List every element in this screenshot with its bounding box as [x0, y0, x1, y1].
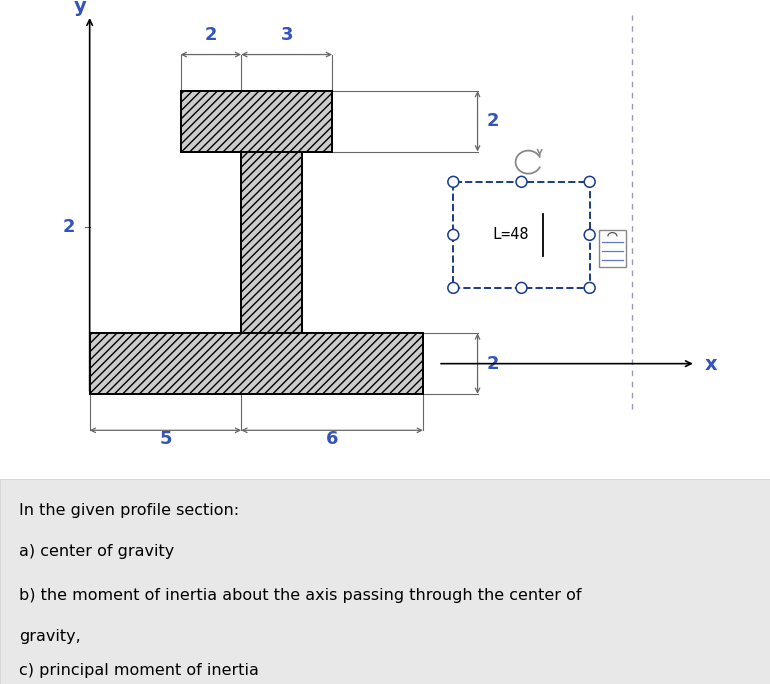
Circle shape: [448, 176, 459, 187]
Text: 2: 2: [487, 112, 499, 130]
Text: y: y: [74, 0, 87, 16]
Circle shape: [584, 229, 595, 240]
Bar: [454, 182, 590, 288]
Bar: [181, 91, 332, 152]
Text: 6: 6: [326, 430, 338, 449]
Circle shape: [516, 282, 527, 293]
Text: L=48: L=48: [492, 227, 529, 242]
Circle shape: [584, 176, 595, 187]
Text: 2: 2: [205, 26, 217, 44]
Text: gravity,: gravity,: [19, 629, 81, 644]
Text: x: x: [705, 355, 718, 373]
Text: 2: 2: [487, 354, 499, 373]
Text: a) center of gravity: a) center of gravity: [19, 544, 175, 560]
Text: b) the moment of inertia about the axis passing through the center of: b) the moment of inertia about the axis …: [19, 588, 582, 603]
Circle shape: [448, 229, 459, 240]
Bar: [599, 231, 626, 267]
Circle shape: [584, 282, 595, 293]
Circle shape: [516, 176, 527, 187]
Text: 2: 2: [62, 218, 75, 236]
Bar: [241, 152, 302, 333]
Text: c) principal moment of inertia: c) principal moment of inertia: [19, 663, 259, 679]
Text: In the given profile section:: In the given profile section:: [19, 503, 239, 518]
Circle shape: [448, 282, 459, 293]
Text: 5: 5: [159, 430, 172, 449]
Bar: [89, 333, 423, 394]
Text: 3: 3: [280, 26, 293, 44]
